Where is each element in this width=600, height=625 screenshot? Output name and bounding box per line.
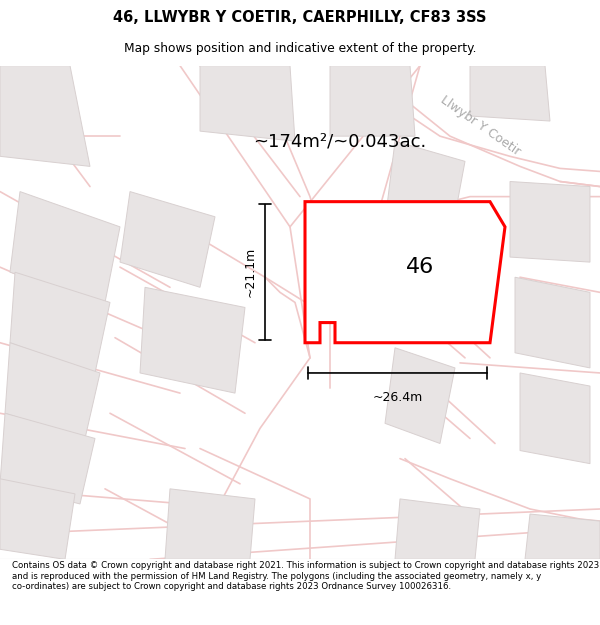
Polygon shape [515, 278, 590, 368]
Polygon shape [0, 479, 75, 559]
Polygon shape [10, 192, 120, 302]
Polygon shape [10, 272, 110, 373]
Text: ~26.4m: ~26.4m [373, 391, 422, 404]
Polygon shape [525, 514, 600, 559]
Polygon shape [165, 489, 255, 559]
Text: Llwybr Y Coetir: Llwybr Y Coetir [437, 94, 523, 159]
Polygon shape [120, 192, 215, 288]
Point [0, 556, 4, 563]
Polygon shape [395, 499, 480, 559]
Text: ~21.1m: ~21.1m [244, 247, 257, 298]
Polygon shape [385, 247, 460, 342]
Polygon shape [520, 373, 590, 464]
Text: Map shows position and indicative extent of the property.: Map shows position and indicative extent… [124, 42, 476, 55]
Polygon shape [5, 342, 100, 439]
Polygon shape [0, 413, 95, 504]
Point [0, 556, 5, 563]
Text: 46, LLWYBR Y COETIR, CAERPHILLY, CF83 3SS: 46, LLWYBR Y COETIR, CAERPHILLY, CF83 3S… [113, 9, 487, 24]
Polygon shape [510, 181, 590, 262]
Polygon shape [140, 288, 245, 393]
Polygon shape [200, 66, 295, 141]
Text: 46: 46 [406, 257, 434, 277]
Text: ~174m²/~0.043ac.: ~174m²/~0.043ac. [253, 132, 427, 150]
Polygon shape [305, 202, 505, 342]
Polygon shape [385, 141, 465, 242]
Polygon shape [330, 66, 415, 136]
Polygon shape [385, 348, 455, 444]
Polygon shape [0, 66, 90, 166]
Polygon shape [470, 66, 550, 121]
Text: Contains OS data © Crown copyright and database right 2021. This information is : Contains OS data © Crown copyright and d… [12, 561, 599, 591]
